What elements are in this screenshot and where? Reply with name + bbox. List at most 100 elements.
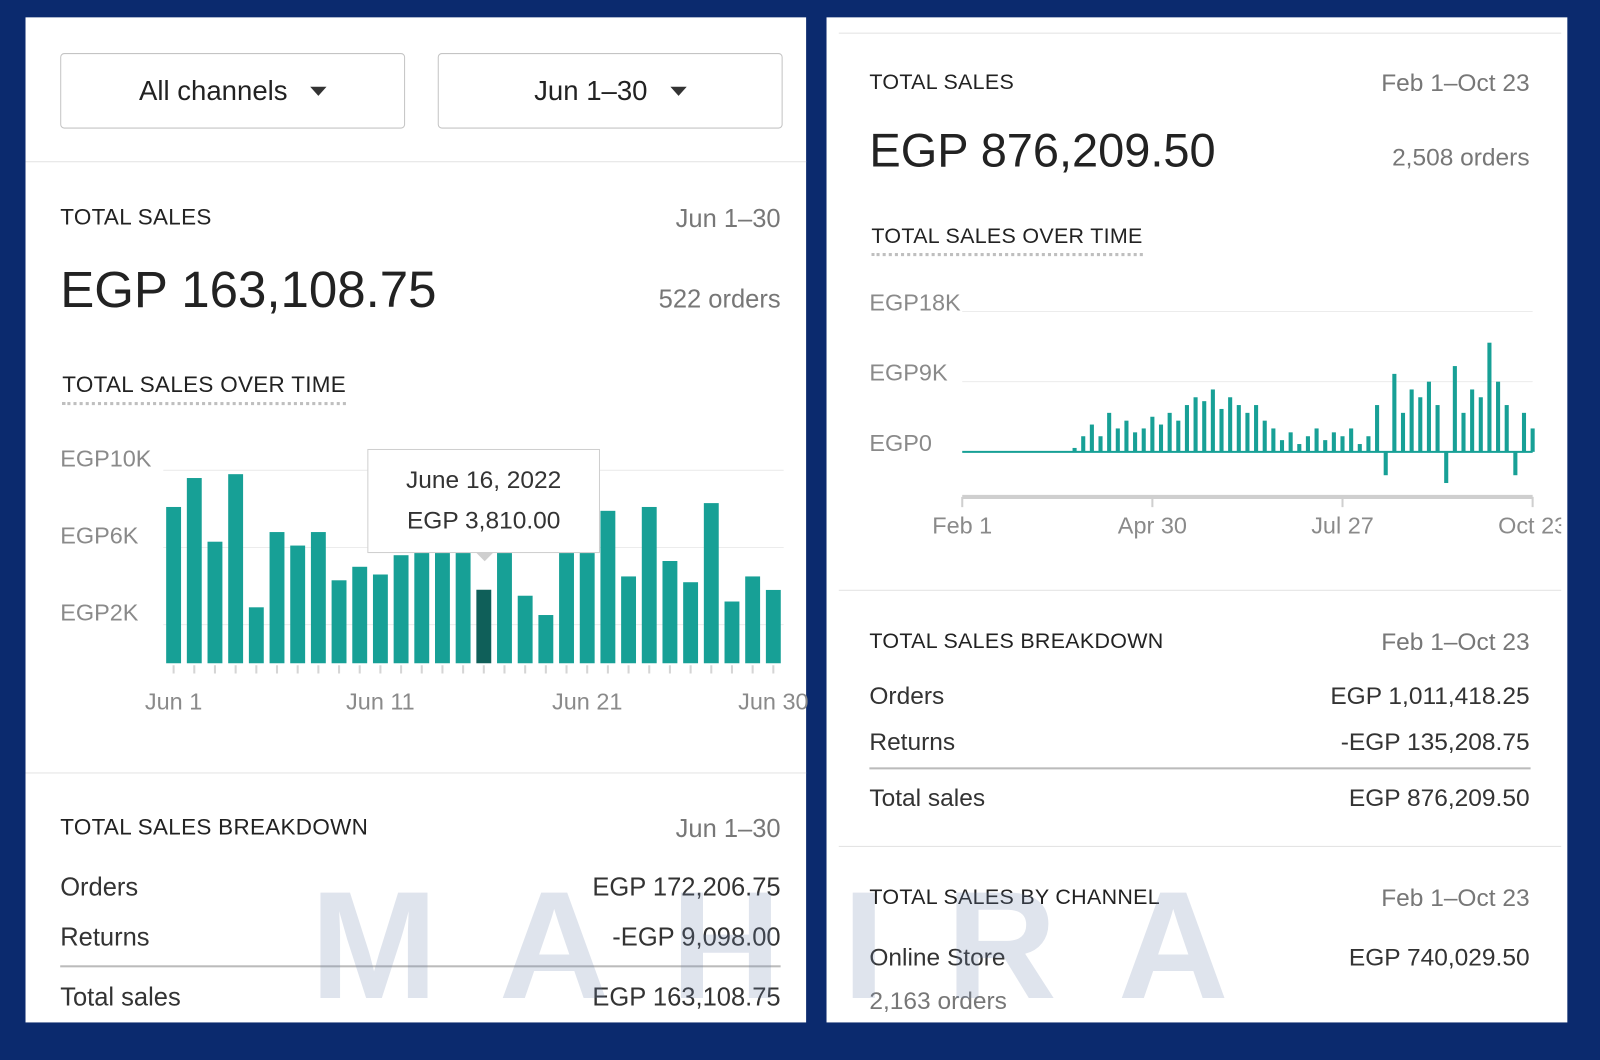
bar <box>1262 420 1267 452</box>
bar <box>1496 381 1501 452</box>
date-filter[interactable]: Jun 1–30 <box>437 53 783 129</box>
bar <box>1504 405 1509 452</box>
bar <box>1418 397 1423 452</box>
orders-count: 2,508 orders <box>1392 143 1530 172</box>
row-value: -EGP 9,098.00 <box>612 922 781 952</box>
bar <box>1426 381 1431 452</box>
section-title: TOTAL SALES BY CHANNEL <box>869 885 1160 910</box>
divider <box>60 965 781 968</box>
bar <box>372 574 388 664</box>
x-tick-label: Jun 1 <box>145 688 202 714</box>
row-label: Total sales <box>869 784 986 813</box>
row-label: Total sales <box>60 983 181 1012</box>
bar <box>1193 397 1198 452</box>
bar <box>703 503 719 664</box>
section-title: TOTAL SALES BREAKDOWN <box>60 814 369 840</box>
bar <box>1530 428 1535 452</box>
bar <box>683 582 699 664</box>
x-tick-label: Jun 21 <box>552 688 622 714</box>
bar <box>1375 405 1380 452</box>
section-title: TOTAL SALES <box>60 204 212 230</box>
bar <box>1392 373 1397 452</box>
row-value: EGP 1,011,418.25 <box>1330 682 1530 711</box>
bar <box>559 551 574 664</box>
bar <box>248 607 264 664</box>
bar <box>1184 405 1189 452</box>
date-filter-label: Jun 1–30 <box>534 74 648 106</box>
tooltip-value: EGP 3,810.00 <box>406 507 561 535</box>
divider <box>838 32 1562 34</box>
bar <box>1357 444 1362 452</box>
divider <box>869 767 1531 770</box>
bar <box>1331 432 1336 452</box>
bar <box>1133 432 1138 452</box>
bar <box>455 551 471 664</box>
bar <box>435 551 450 664</box>
x-tick-label: Oct 23 <box>1498 513 1561 539</box>
channel-name: Online Store <box>869 943 1006 972</box>
bar <box>1513 451 1518 476</box>
bar <box>1297 444 1302 452</box>
total-amount: EGP 876,209.50 <box>869 123 1216 177</box>
x-tick-label: Jun 11 <box>346 688 415 714</box>
x-tick-label: Apr 30 <box>1118 513 1187 539</box>
x-tick-label: Feb 1 <box>932 513 992 539</box>
channel-filter-label: All channels <box>138 74 288 106</box>
row-value: EGP 172,206.75 <box>592 872 781 902</box>
bar <box>641 506 657 664</box>
bar <box>497 551 512 664</box>
bar <box>331 580 347 664</box>
bar <box>1452 366 1457 452</box>
row-label: Returns <box>60 922 150 952</box>
y-tick-label: EGP0 <box>869 430 932 456</box>
bar <box>1176 420 1181 452</box>
bar <box>1245 412 1250 452</box>
channel-filter[interactable]: All channels <box>60 53 406 129</box>
bar <box>186 478 202 664</box>
y-tick-label: EGP18K <box>869 290 961 316</box>
bar <box>1124 420 1129 452</box>
bar <box>1383 451 1388 476</box>
bar <box>724 601 740 664</box>
bar <box>1400 412 1406 452</box>
section-title: TOTAL SALES <box>869 70 1015 94</box>
bar <box>1366 436 1371 452</box>
chart-title: TOTAL SALES OVER TIME <box>871 224 1143 257</box>
y-tick-label: EGP2K <box>60 600 139 626</box>
bar <box>476 589 492 664</box>
bar <box>1487 342 1492 452</box>
bar <box>166 506 182 664</box>
bar <box>1219 408 1224 452</box>
bar <box>1444 451 1449 484</box>
divider <box>838 589 1562 591</box>
bar <box>1314 428 1319 452</box>
bar <box>1115 428 1120 452</box>
bar <box>207 541 223 664</box>
bar <box>517 595 533 664</box>
bar <box>1141 428 1146 452</box>
tooltip-date: June 16, 2022 <box>406 466 562 494</box>
bar <box>1521 412 1527 452</box>
divider <box>25 772 807 774</box>
bar <box>290 545 306 664</box>
bar <box>1470 389 1475 452</box>
bar <box>1435 405 1440 452</box>
right-panel <box>826 17 1568 1023</box>
chart-title: TOTAL SALES OVER TIME <box>62 371 347 406</box>
section-title: TOTAL SALES BREAKDOWN <box>869 629 1164 654</box>
bar <box>579 551 595 664</box>
divider <box>838 845 1562 847</box>
bar <box>393 555 409 664</box>
bar <box>1279 440 1285 452</box>
y-tick-label: EGP10K <box>60 445 152 471</box>
bar <box>1340 436 1345 452</box>
bar <box>1202 401 1207 452</box>
y-tick-label: EGP9K <box>869 360 948 386</box>
bar <box>662 560 678 664</box>
bar <box>310 532 326 664</box>
bar <box>1089 424 1094 452</box>
bar <box>1271 428 1276 452</box>
y-tick-label: EGP6K <box>60 522 139 548</box>
bar <box>1072 447 1077 452</box>
